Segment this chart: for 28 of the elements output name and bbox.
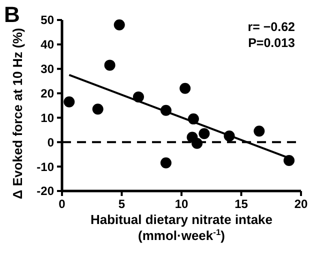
point [92, 104, 104, 115]
y-tick-label: 20 [40, 86, 54, 100]
point [198, 128, 210, 140]
point [160, 157, 172, 168]
x-tick-label: 0 [58, 197, 66, 211]
x-tick-label: 15 [234, 197, 248, 211]
y-tick-label: -20 [36, 184, 54, 198]
point [284, 154, 295, 166]
y-axis-title: Δ Evoked force at 10 Hz (%) [10, 28, 25, 200]
y-tick-label: 0 [47, 135, 54, 150]
annotation: r= −0.62 [248, 20, 296, 34]
point [192, 138, 203, 149]
y-tick-label: 40 [40, 38, 54, 52]
point [104, 60, 116, 71]
y-tick-label: 10 [40, 110, 54, 125]
point [114, 19, 125, 30]
x-tick-label: 20 [294, 197, 308, 211]
x-tick-label: 5 [118, 197, 126, 211]
point [180, 82, 191, 94]
y-tick-label: 30 [40, 62, 54, 76]
x-tick-label: 10 [174, 197, 188, 211]
point [254, 126, 265, 137]
y-tick-label: -10 [36, 160, 54, 174]
point [64, 96, 75, 108]
annotation: P=0.013 [248, 36, 296, 50]
y-tick-label: 50 [40, 13, 54, 28]
text: B [4, 2, 20, 27]
x-axis-title: Habitual dietary nitrate intake (mmol·week$^{-1}$) [90, 212, 273, 243]
